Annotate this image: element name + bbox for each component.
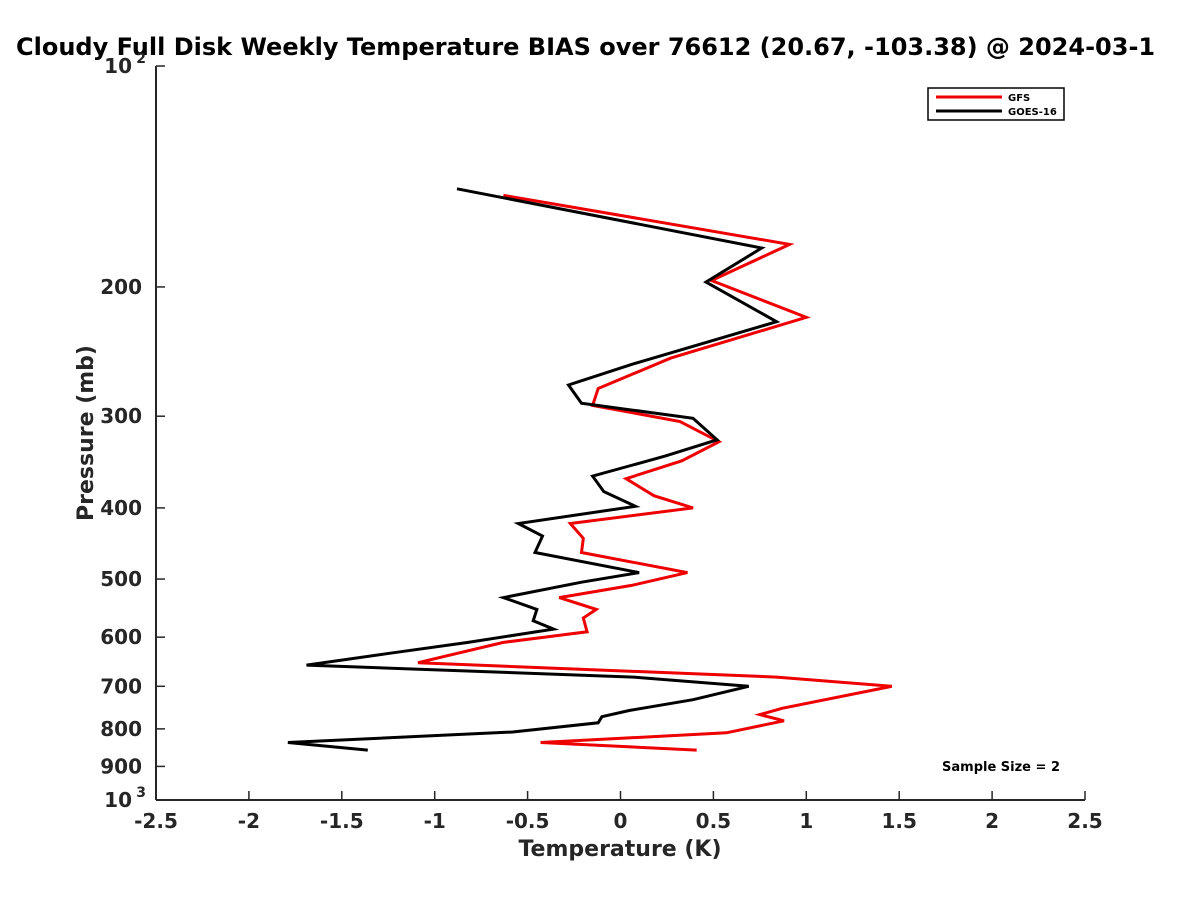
sample-size-annotation: Sample Size = 2 xyxy=(942,760,1060,775)
x-tick-label: 2.5 xyxy=(1067,809,1102,833)
y-tick-label: 400 xyxy=(100,496,142,520)
y-tick-label: 500 xyxy=(100,567,142,591)
y-tick-label: 700 xyxy=(100,674,142,698)
chart-title: Cloudy Full Disk Weekly Temperature BIAS… xyxy=(16,33,1155,61)
legend: GFS GOES-16 xyxy=(927,87,1065,121)
y-tick-exponent: 3 xyxy=(136,785,146,801)
y-tick-label: 10 xyxy=(104,788,132,812)
x-tick-label: -1 xyxy=(424,809,446,833)
y-tick-label: 600 xyxy=(100,625,142,649)
legend-label-gfs: GFS xyxy=(1008,93,1030,104)
y-tick-label: 800 xyxy=(100,717,142,741)
y-tick-label: 900 xyxy=(100,754,142,778)
x-tick-label: -1.5 xyxy=(320,809,364,833)
series-layer xyxy=(287,187,893,752)
x-axis-label: Temperature (K) xyxy=(518,837,721,862)
x-tick-label: -2 xyxy=(238,809,260,833)
plot-area xyxy=(156,66,1085,800)
x-axis-ticks: -2.5 -2 -1.5 -1 -0.5 0 0.5 1 1.5 2 2.5 xyxy=(134,791,1103,833)
x-tick-label: 0 xyxy=(614,809,628,833)
legend-label-goes16: GOES-16 xyxy=(1008,107,1057,118)
x-tick-label: 0.5 xyxy=(696,809,731,833)
y-tick-label: 200 xyxy=(100,275,142,299)
x-tick-label: 1 xyxy=(799,809,813,833)
y-axis-label: Pressure (mb) xyxy=(74,345,99,521)
legend-box xyxy=(927,87,1065,121)
series-line-gfs xyxy=(417,193,893,752)
series-line-goes16 xyxy=(287,187,781,752)
y-tick-exponent: 2 xyxy=(136,51,146,67)
x-tick-label: -2.5 xyxy=(134,809,178,833)
y-tick-label: 300 xyxy=(100,404,142,428)
x-tick-label: 1.5 xyxy=(881,809,916,833)
x-tick-label: 2 xyxy=(985,809,999,833)
y-tick-label: 10 xyxy=(104,54,132,78)
x-tick-label: -0.5 xyxy=(506,809,550,833)
